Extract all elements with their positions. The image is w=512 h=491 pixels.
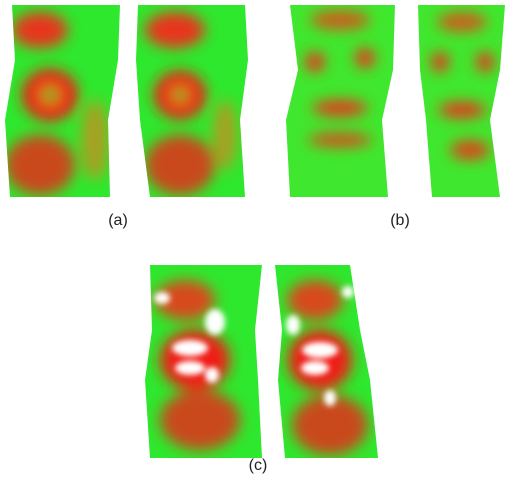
image-c-left bbox=[140, 260, 270, 460]
image-a-left bbox=[0, 0, 130, 200]
panel-label: (c) bbox=[249, 457, 268, 474]
page: (a) (b) bbox=[0, 0, 512, 491]
figure: (a) (b) bbox=[0, 0, 512, 491]
image-c-right bbox=[270, 260, 385, 460]
image-a-right bbox=[130, 0, 255, 200]
panel-label: (a) bbox=[108, 212, 128, 229]
image-b-left bbox=[280, 0, 400, 200]
panel-label: (b) bbox=[390, 212, 410, 229]
image-b-right bbox=[410, 0, 510, 200]
